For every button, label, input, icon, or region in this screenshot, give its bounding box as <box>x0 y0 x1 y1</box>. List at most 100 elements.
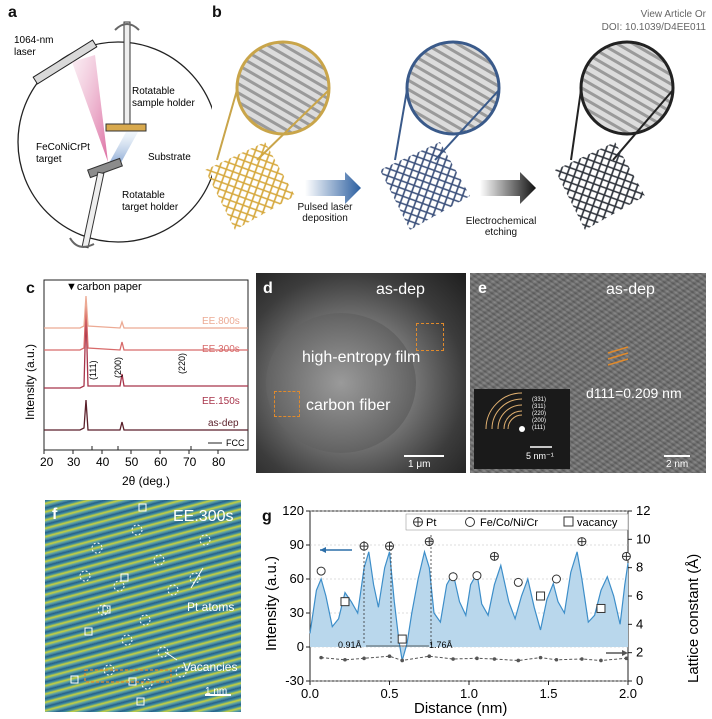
g-xtick-label: 1.0 <box>460 686 478 701</box>
d-scale: 1 μm <box>408 459 431 470</box>
f-vacancies: Vacancies <box>183 660 238 674</box>
g-lattice-point <box>362 656 366 661</box>
c-series-300s: EE.300s <box>202 344 240 355</box>
e-dspacing: d111=0.209 nm <box>586 385 682 401</box>
f-title: EE.300s <box>173 508 234 525</box>
g-lattice-point <box>319 655 323 660</box>
g-legend-vacancy: vacancy <box>577 517 618 529</box>
c-xtick-20: 20 <box>40 455 54 469</box>
c-xtick-30: 30 <box>67 455 81 469</box>
g-pt-marker-cross <box>577 537 586 546</box>
c-series-150s: EE.150s <box>202 396 240 407</box>
g-y2label: Lattice constant (Å) <box>685 554 702 683</box>
g-legend-pt: Pt <box>426 517 436 529</box>
f-pt-atoms: Pt atoms <box>187 600 235 614</box>
g-fcnc-marker <box>316 566 326 576</box>
g-xtick-label: 1.5 <box>539 686 557 701</box>
c-xtick-80: 80 <box>212 455 226 469</box>
g-fcnc-marker <box>448 572 458 582</box>
target-holder-label-2: target holder <box>122 202 179 213</box>
g-y2tick-label: 10 <box>636 531 650 546</box>
d-title: as-dep <box>376 281 425 298</box>
g-legend-fcnc-icon <box>465 517 475 527</box>
g-pt-marker-cross <box>385 542 394 551</box>
g-fcnc-marker <box>513 577 523 587</box>
laser-label-1: 1064-nm <box>14 35 53 46</box>
panel-e-hrtem-image: (331) (311) (220) (200) (111) 5 nm⁻¹ as-… <box>470 273 706 473</box>
e-title: as-dep <box>606 281 655 298</box>
laser-label-2: laser <box>14 47 36 58</box>
g-lattice-point <box>387 654 392 659</box>
panel-label-a: a <box>8 4 17 21</box>
g-right-arrow <box>606 650 628 656</box>
g-lattice-point <box>624 656 629 661</box>
g-vacancy-marker <box>596 603 606 613</box>
g-pt-marker-cross <box>425 537 434 546</box>
g-pt-marker-cross <box>622 552 631 561</box>
panel-d-sem-image: as-dep high-entropy film carbon fiber 1 … <box>256 273 466 473</box>
target-label-1: FeCoNiCrPt <box>36 142 90 153</box>
e-ring-111: (111) <box>532 425 545 431</box>
g-xtick-label: 0.5 <box>380 686 398 701</box>
panel-label-f: f <box>52 506 58 523</box>
c-xlabel: 2θ (deg.) <box>122 474 170 488</box>
g-lattice-point <box>343 657 347 662</box>
view-article-link[interactable]: View Article Or <box>640 9 706 20</box>
g-y2tick-label: 12 <box>636 503 650 518</box>
g-lattice-point <box>516 658 521 663</box>
g-lattice-point <box>538 655 543 660</box>
e-ring-200: (200) <box>532 418 546 424</box>
c-ylabel: Intensity (a.u.) <box>23 344 37 420</box>
g-lattice-point <box>475 656 479 661</box>
etching-label: Electrochemical etching <box>465 216 537 238</box>
panel-c-xrd-chart: 20 30 40 50 60 70 80 2θ (deg.) Intensity… <box>23 279 249 488</box>
substrate-label: Substrate <box>148 152 191 163</box>
panel-label-e: e <box>478 280 487 297</box>
panel-a-schematic: 1064-nm laser Rotatable sample holder Fe… <box>14 21 212 249</box>
panel-f-stem-image: EE.300s Pt atoms Vacancies 1 nm <box>45 500 241 712</box>
d-fiber-label: carbon fiber <box>306 397 391 414</box>
g-lattice-point <box>599 658 603 663</box>
panel-label-d: d <box>263 280 273 297</box>
g-lattice-point <box>427 654 432 659</box>
c-peak-200: (200) <box>113 357 123 378</box>
panel-label-g: g <box>262 508 272 525</box>
c-xtick-40: 40 <box>96 455 110 469</box>
c-legend-carbon: ▼carbon paper <box>66 281 142 293</box>
c-fcc-label: FCC <box>226 438 245 448</box>
sample-holder-label-2: sample holder <box>132 98 195 109</box>
g-y2tick-label: 2 <box>636 645 643 660</box>
g-ytick-label: 90 <box>290 537 304 552</box>
target-holder-label-1: Rotatable <box>122 190 165 201</box>
g-lattice-point <box>492 657 497 661</box>
c-series-800s: EE.800s <box>202 316 240 327</box>
g-annot-176: 1.76Å <box>429 640 453 650</box>
g-legend-fcnc: Fe/Co/Ni/Cr <box>480 517 538 529</box>
g-vacancy-marker <box>536 591 546 601</box>
c-xtick-50: 50 <box>125 455 139 469</box>
panel-b-schematic <box>205 40 675 230</box>
f-scale: 1 nm <box>205 686 228 697</box>
g-y2tick-label: 8 <box>636 560 643 575</box>
g-left-arrow <box>320 547 352 553</box>
g-xtick-label: 2.0 <box>619 686 637 701</box>
g-pt-marker-cross <box>490 552 499 561</box>
g-fcnc-marker <box>551 574 561 584</box>
c-peak-111: (111) <box>88 360 98 380</box>
g-ytick-label: 0 <box>297 639 304 654</box>
e-ring-311: (311) <box>532 404 546 410</box>
g-ylabel: Intensity (a.u.) <box>263 556 280 651</box>
g-xlabel: Distance (nm) <box>414 700 507 717</box>
pld-label: Pulsed laser deposition <box>297 202 353 224</box>
panel-g-line-chart: 0.0 0.5 1.0 1.5 2.0 -30 0 30 60 90 120 0 2 4 6 8 10 12 Pt… <box>263 503 702 717</box>
g-lattice-point <box>451 657 455 661</box>
g-vacancy-marker <box>397 634 407 644</box>
g-ytick-label: 60 <box>290 571 304 586</box>
c-series-asdep: as-dep <box>208 418 239 429</box>
doi-header: View Article Or DOI: 10.1039/D4EE011 <box>602 8 706 34</box>
g-ytick-label: 30 <box>290 605 304 620</box>
c-peak-220: (220) <box>177 353 187 374</box>
d-film-label: high-entropy film <box>302 349 421 366</box>
g-vacancy-marker <box>340 597 350 607</box>
g-lattice-point <box>554 657 559 662</box>
